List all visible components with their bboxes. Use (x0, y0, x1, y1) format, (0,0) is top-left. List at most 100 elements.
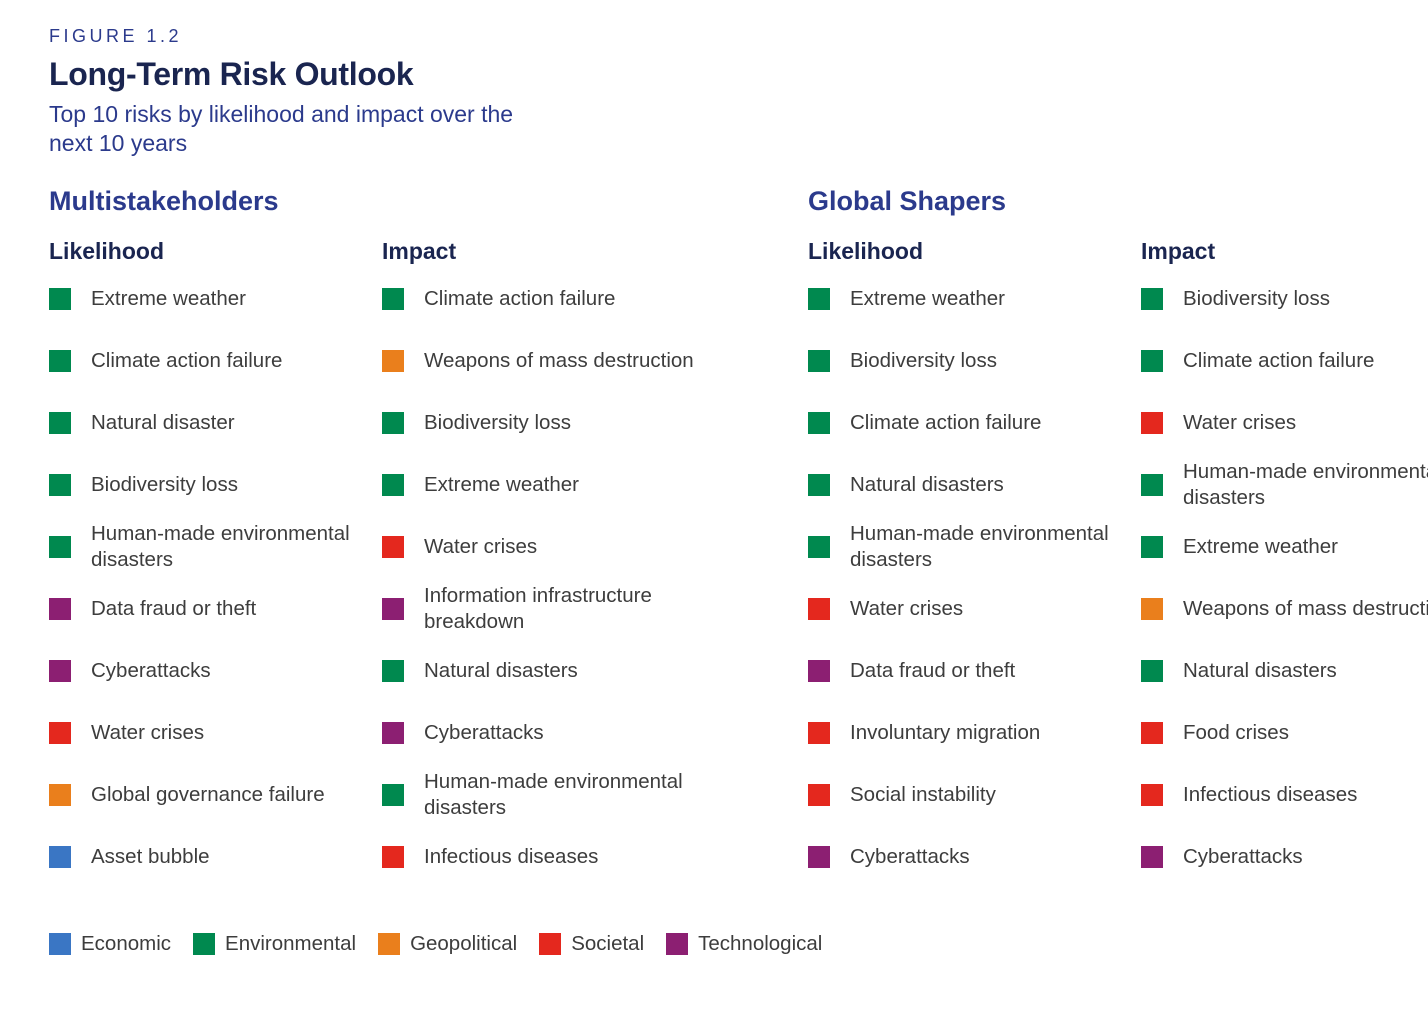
risk-item: Climate action failure (49, 341, 371, 381)
chart-title: Long-Term Risk Outlook (49, 56, 414, 92)
risk-label: Climate action failure (1183, 349, 1375, 372)
risk-label: Data fraud or theft (91, 597, 257, 620)
legend-item-geopolitical: Geopolitical (378, 932, 517, 956)
legend-label: Economic (81, 932, 172, 955)
risk-label: Water crises (91, 721, 205, 744)
risk-label: Data fraud or theft (850, 659, 1016, 682)
category-square-environmental (1141, 660, 1163, 682)
risk-label: Water crises (424, 535, 538, 558)
category-square-environmental (808, 288, 830, 310)
risk-item: Extreme weather (1141, 527, 1428, 567)
risk-item: Cyberattacks (382, 713, 704, 753)
column-heading-global-shapers-impact: Impact (1141, 238, 1216, 264)
legend-label: Technological (698, 932, 823, 955)
category-square-societal (1141, 722, 1163, 744)
risk-label: Natural disasters (424, 659, 578, 682)
category-square-technological (808, 846, 830, 868)
group-title-global-shapers: Global Shapers (808, 186, 1007, 216)
risk-label: Extreme weather (1183, 535, 1338, 558)
category-square-societal (1141, 784, 1163, 806)
risk-item: Cyberattacks (1141, 837, 1428, 877)
risk-label: Water crises (850, 597, 964, 620)
risk-item: Cyberattacks (49, 651, 371, 691)
category-square-technological (382, 722, 404, 744)
risk-label: Information infrastructure breakdown (424, 584, 652, 633)
legend-item-economic: Economic (49, 932, 171, 956)
risk-item: Weapons of mass destruction (382, 341, 704, 381)
category-square-environmental (1141, 288, 1163, 310)
risk-item: Natural disasters (808, 465, 1130, 505)
column-heading-multistakeholders-impact: Impact (382, 238, 457, 264)
risk-item: Biodiversity loss (1141, 279, 1428, 319)
legend-item-environmental: Environmental (193, 932, 356, 956)
category-square-environmental (1141, 474, 1163, 496)
category-square-geopolitical (382, 350, 404, 372)
risk-label: Food crises (1183, 721, 1289, 744)
figure-label: FIGURE 1.2 (49, 26, 183, 46)
column-heading-multistakeholders-likelihood: Likelihood (49, 238, 164, 264)
risk-label: Extreme weather (424, 473, 579, 496)
category-square-economic (49, 846, 71, 868)
risk-item: Natural disasters (1141, 651, 1428, 691)
legend-label: Societal (571, 932, 645, 955)
risk-label: Cyberattacks (850, 845, 970, 868)
legend-swatch (193, 933, 216, 955)
risk-item: Human-made environmental disasters (1141, 460, 1428, 509)
risk-item: Water crises (382, 527, 704, 567)
category-square-environmental (382, 288, 404, 310)
category-square-environmental (382, 784, 404, 806)
risk-item: Human-made environmental disasters (382, 770, 704, 819)
category-square-societal (49, 722, 71, 744)
category-square-geopolitical (1141, 598, 1163, 620)
risk-item: Infectious diseases (382, 837, 704, 877)
risk-item: Involuntary migration (808, 713, 1130, 753)
risk-label: Weapons of mass destruction (424, 349, 694, 372)
category-square-societal (808, 722, 830, 744)
risk-label: Water crises (1183, 411, 1297, 434)
risk-label: Involuntary migration (850, 721, 1041, 744)
category-square-environmental (49, 474, 71, 496)
risk-item: Human-made environmental disasters (808, 522, 1130, 571)
risk-item: Weapons of mass destruction (1141, 589, 1428, 629)
category-square-environmental (382, 474, 404, 496)
risk-label: Biodiversity loss (91, 473, 238, 496)
legend-swatch (666, 933, 689, 955)
legend-label: Geopolitical (410, 932, 518, 955)
risk-item: Extreme weather (382, 465, 704, 505)
risk-item: Asset bubble (49, 837, 371, 877)
risk-item: Data fraud or theft (49, 589, 371, 629)
risk-label: Cyberattacks (91, 659, 211, 682)
risk-item: Social instability (808, 775, 1130, 815)
category-square-environmental (49, 288, 71, 310)
risk-item: Information infrastructure breakdown (382, 584, 704, 633)
risk-item: Climate action failure (808, 403, 1130, 443)
legend-swatch (378, 933, 401, 955)
risk-item: Climate action failure (382, 279, 704, 319)
category-square-societal (382, 846, 404, 868)
risk-label: Global governance failure (91, 783, 325, 806)
risk-label: Climate action failure (91, 349, 283, 372)
risk-label: Natural disaster (91, 411, 235, 434)
risk-label: Biodiversity loss (424, 411, 571, 434)
category-square-geopolitical (49, 784, 71, 806)
category-square-technological (1141, 846, 1163, 868)
risk-item: Climate action failure (1141, 341, 1428, 381)
category-square-environmental (808, 474, 830, 496)
risk-item: Data fraud or theft (808, 651, 1130, 691)
category-square-environmental (808, 536, 830, 558)
risk-label: Weapons of mass destruction (1183, 597, 1428, 620)
group-title-multistakeholders: Multistakeholders (49, 186, 279, 216)
category-square-societal (382, 536, 404, 558)
risk-item: Biodiversity loss (382, 403, 704, 443)
legend-item-technological: Technological (666, 932, 822, 956)
category-square-environmental (808, 412, 830, 434)
risk-label: Natural disasters (1183, 659, 1337, 682)
category-square-societal (808, 598, 830, 620)
risk-item: Food crises (1141, 713, 1428, 753)
category-square-environmental (382, 412, 404, 434)
legend-item-societal: Societal (539, 932, 644, 956)
column-heading-global-shapers-likelihood: Likelihood (808, 238, 923, 264)
risk-item: Human-made environmental disasters (49, 522, 371, 571)
risk-label: Infectious diseases (424, 845, 599, 868)
category-square-environmental (1141, 536, 1163, 558)
